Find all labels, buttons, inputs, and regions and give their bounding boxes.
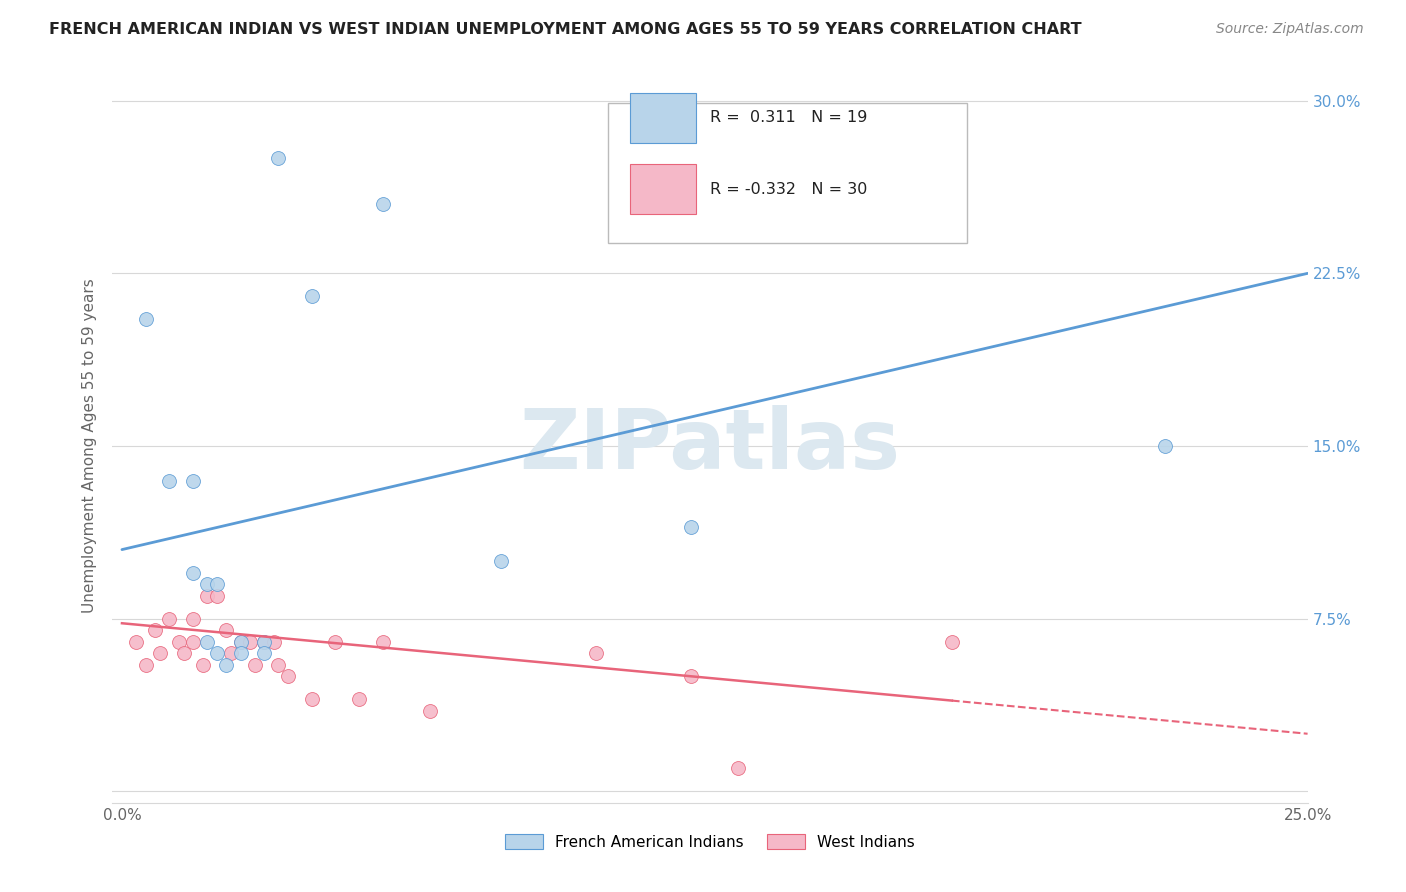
Point (195, 589, 218, 603)
Point (243, 657, 266, 672)
Point (215, 657, 238, 672)
Point (205, 577, 228, 591)
Point (301, 289, 323, 303)
Point (267, 657, 290, 672)
Point (135, 312, 157, 326)
Point (239, 634, 262, 648)
Point (215, 623, 238, 637)
Text: Source: ZipAtlas.com: Source: ZipAtlas.com (1216, 22, 1364, 37)
Point (347, 692, 370, 706)
Point (301, 692, 323, 706)
Point (229, 634, 252, 648)
Text: ZIPatlas: ZIPatlas (520, 406, 900, 486)
Point (219, 646, 242, 660)
Point (253, 634, 276, 648)
Point (205, 646, 228, 660)
FancyBboxPatch shape (630, 164, 696, 214)
Text: FRENCH AMERICAN INDIAN VS WEST INDIAN UNEMPLOYMENT AMONG AGES 55 TO 59 YEARS COR: FRENCH AMERICAN INDIAN VS WEST INDIAN UN… (49, 22, 1081, 37)
Point (277, 669, 299, 683)
Point (143, 623, 166, 637)
Point (371, 197, 394, 211)
Point (173, 646, 195, 660)
Point (325, 634, 347, 648)
Point (419, 704, 441, 718)
Point (585, 646, 607, 660)
Point (195, 634, 218, 648)
FancyBboxPatch shape (609, 103, 967, 243)
Point (181, 566, 204, 580)
Point (149, 646, 172, 660)
Point (125, 634, 148, 648)
Point (491, 554, 513, 568)
Point (157, 612, 180, 626)
Point (181, 474, 204, 488)
Point (941, 634, 963, 648)
Point (263, 634, 285, 648)
Text: R = -0.332   N = 30: R = -0.332 N = 30 (710, 182, 868, 196)
Y-axis label: Unemployment Among Ages 55 to 59 years: Unemployment Among Ages 55 to 59 years (82, 278, 97, 614)
Point (229, 646, 252, 660)
Point (167, 634, 190, 648)
Point (681, 519, 703, 533)
Point (371, 634, 394, 648)
Point (195, 577, 218, 591)
Point (253, 646, 276, 660)
Point (135, 657, 157, 672)
Point (191, 657, 214, 672)
Point (205, 589, 228, 603)
Text: R =  0.311   N = 19: R = 0.311 N = 19 (710, 111, 868, 125)
Point (1154, 439, 1177, 453)
Point (181, 612, 204, 626)
Point (727, 761, 749, 775)
Point (229, 634, 252, 648)
FancyBboxPatch shape (630, 93, 696, 143)
Point (181, 634, 204, 648)
Point (681, 669, 703, 683)
Point (253, 634, 276, 648)
Point (157, 474, 180, 488)
Legend: French American Indians, West Indians: French American Indians, West Indians (499, 828, 921, 855)
Point (267, 151, 290, 165)
